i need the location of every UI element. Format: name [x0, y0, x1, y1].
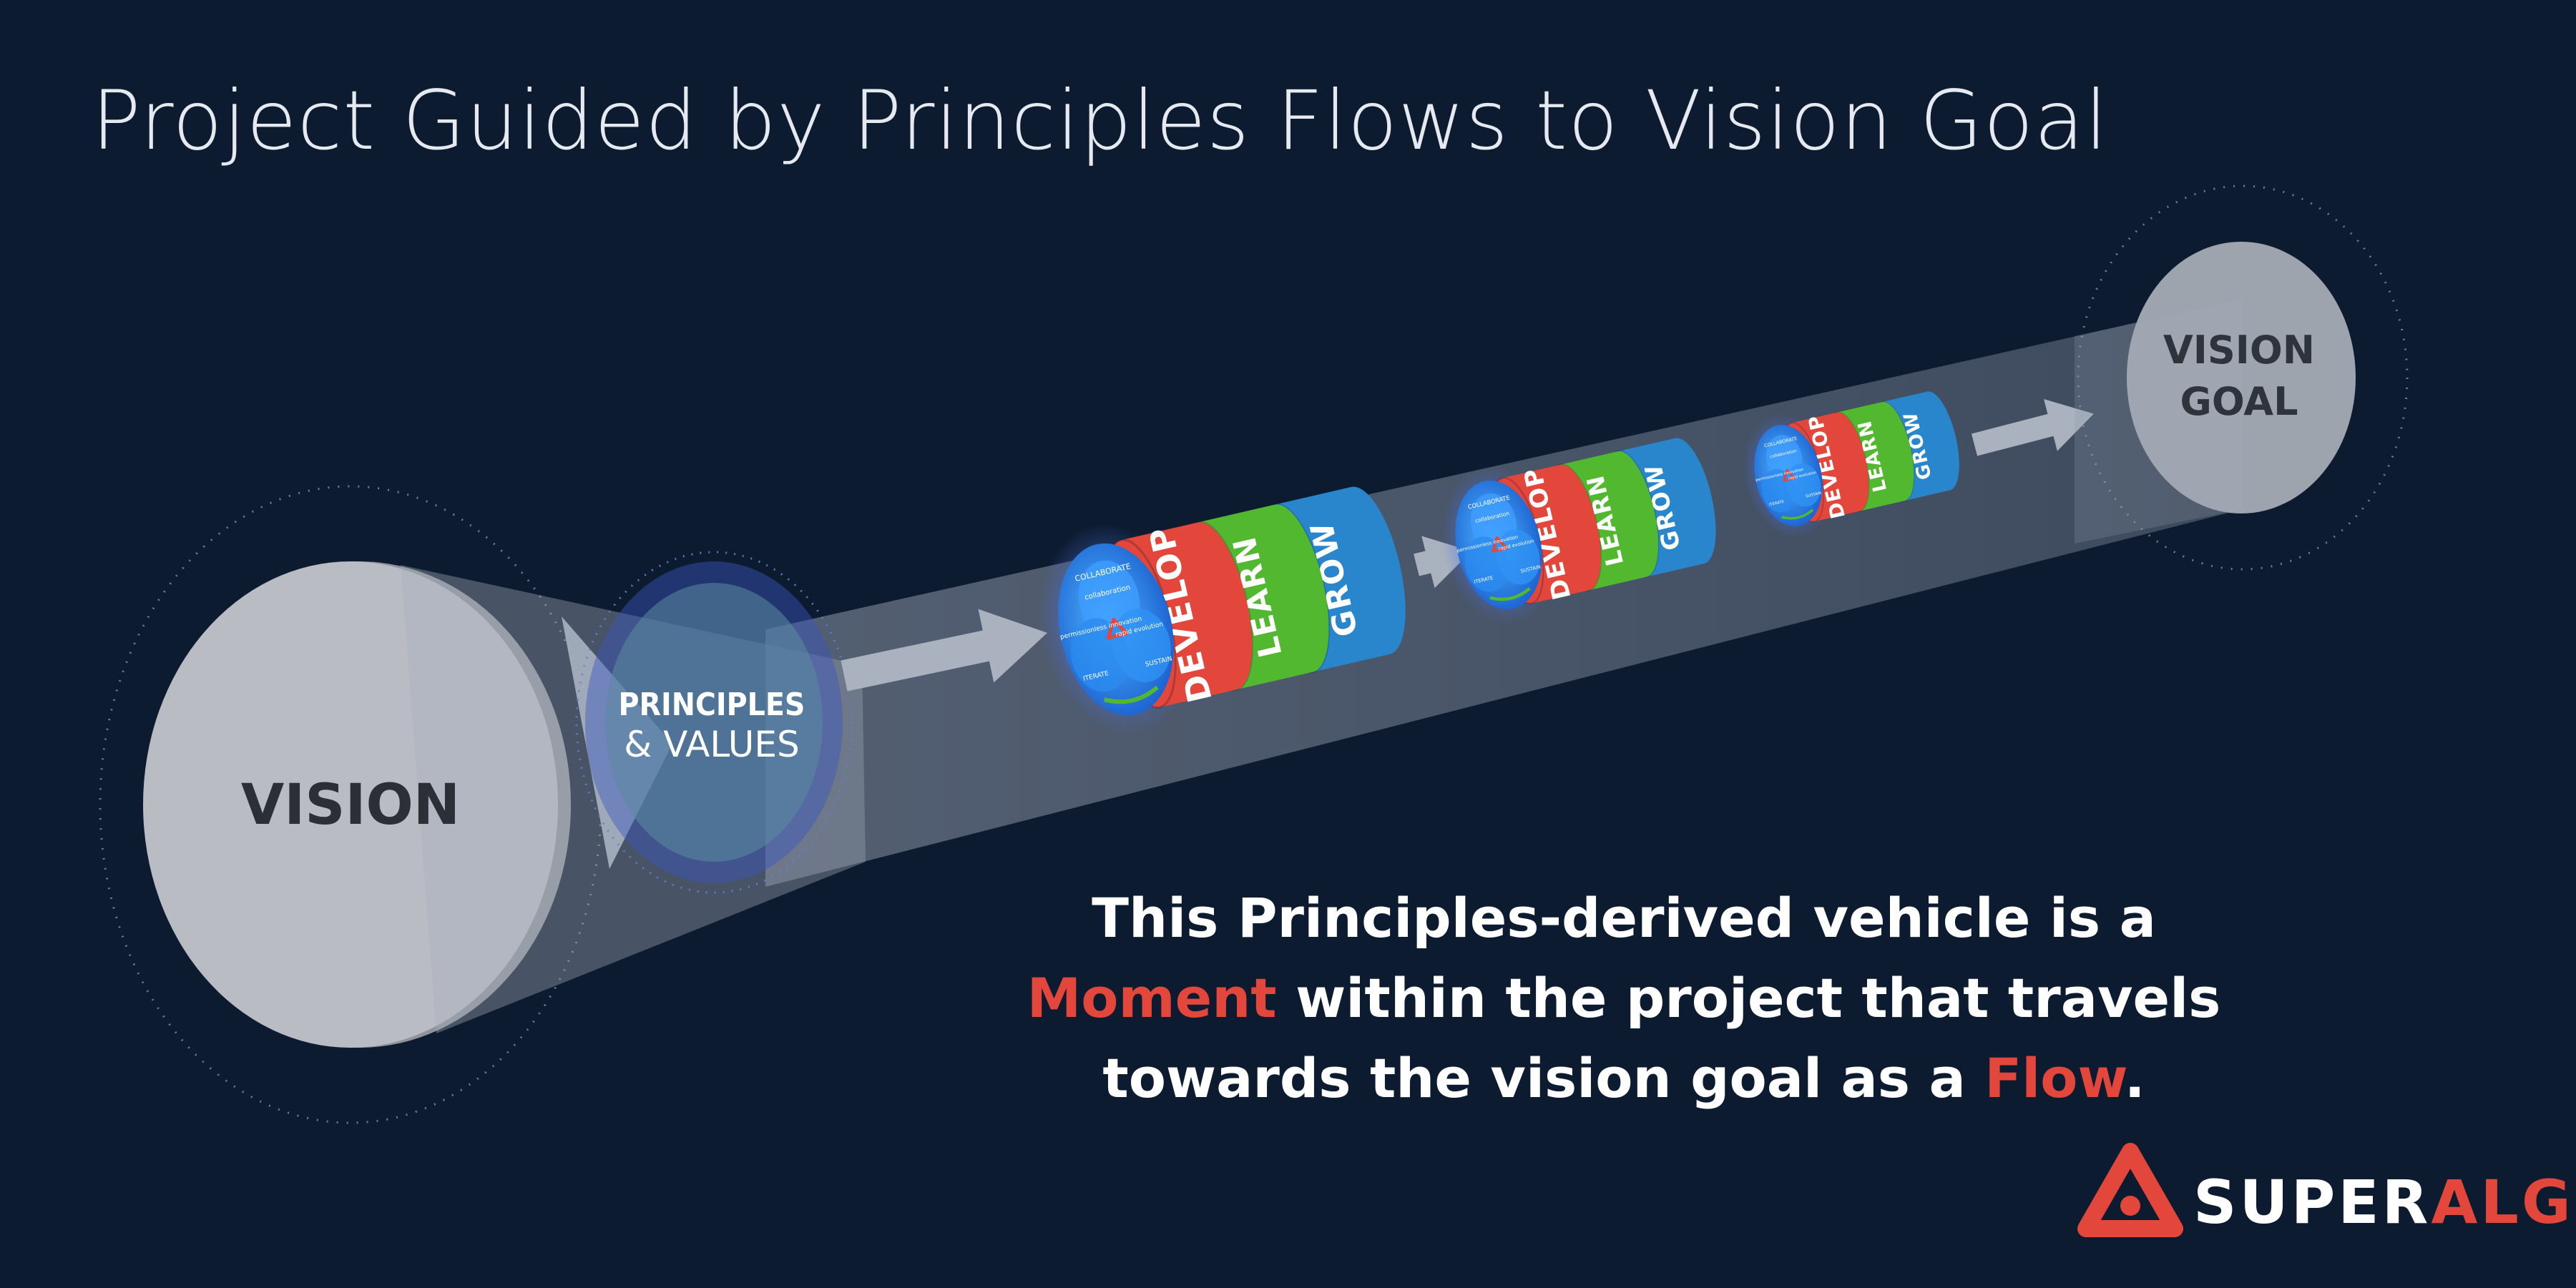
caption-highlight-moment: Moment	[1027, 966, 1277, 1030]
caption-part-1: This Principles-derived vehicle is a	[1092, 886, 2156, 950]
logo-core	[2120, 1196, 2140, 1216]
vehicle-3: GROWLEARNDEVELOPCOLLABORATEcollaboration…	[1743, 391, 1959, 539]
logo-triangle-icon	[2077, 1143, 2183, 1237]
vision-disc	[99, 485, 602, 1124]
vehicle-1: GROWLEARNDEVELOPCOLLABORATEcollaboration…	[1039, 486, 1406, 736]
superalgos-logo-mark	[2077, 1143, 2183, 1237]
face-lobe-right	[1786, 463, 1821, 507]
vehicles: GROWLEARNDEVELOPCOLLABORATEcollaboration…	[1039, 391, 1959, 736]
face-lobe-right	[1112, 609, 1171, 682]
goal-dotted-ring	[2077, 185, 2409, 571]
vehicle-2: GROWLEARNDEVELOPCOLLABORATEcollaboration…	[1441, 438, 1716, 625]
caption-part-3: .	[2124, 1046, 2145, 1110]
brand-part-1: SUPER	[2193, 1167, 2431, 1237]
principles-dotted-ring	[575, 551, 853, 894]
face-label: ITERATE	[1768, 500, 1785, 508]
vision-disc-face	[143, 561, 558, 1048]
arrow-head	[978, 609, 1047, 683]
goal-beam-overlay	[2075, 299, 2243, 544]
brand-logo: SUPERALGOS	[2072, 1149, 2576, 1256]
goal-disc-face	[2127, 242, 2356, 513]
face-cycle-arrow-icon	[1781, 508, 1814, 520]
face-logo-icon	[1106, 617, 1129, 640]
face-cycle-arrow-icon	[1103, 685, 1159, 704]
principles-disc	[575, 551, 853, 894]
face-lobe-right	[1496, 529, 1540, 585]
page-title: Project Guided by Principles Flows to Vi…	[92, 73, 2109, 168]
arrow-shaft	[841, 628, 999, 692]
flow-arrow-3	[1971, 399, 2094, 456]
caption-text: This Principles-derived vehicle is a Mom…	[987, 878, 2261, 1119]
vision-goal-line-1: VISION	[2163, 328, 2315, 373]
arrow-shaft	[1971, 412, 2061, 456]
face-label: SUSTAIN	[1806, 491, 1822, 499]
vision-goal-disc	[2075, 185, 2409, 571]
flow-arrows	[841, 399, 2094, 692]
vision-goal-line-2: GOAL	[2180, 379, 2298, 424]
principles-line-1: PRINCIPLES	[619, 687, 805, 723]
caption-part-2: within the project that travels towards …	[1102, 966, 2221, 1110]
principles-disc-inner	[605, 583, 823, 862]
brand-wordmark: SUPERALGOS	[2193, 1167, 2576, 1237]
flow-arrow-1	[841, 609, 1047, 692]
face-logo-icon	[1492, 536, 1508, 553]
face-logo-icon	[1783, 468, 1796, 482]
brand-part-2: ALGOS	[2431, 1167, 2576, 1237]
principles-line-2: & VALUES	[624, 724, 799, 765]
vision-label: VISION	[241, 773, 460, 837]
arrow-head	[2044, 399, 2094, 451]
face-cycle-arrow-icon	[1489, 587, 1531, 601]
caption-highlight-flow: Flow	[1984, 1046, 2125, 1110]
